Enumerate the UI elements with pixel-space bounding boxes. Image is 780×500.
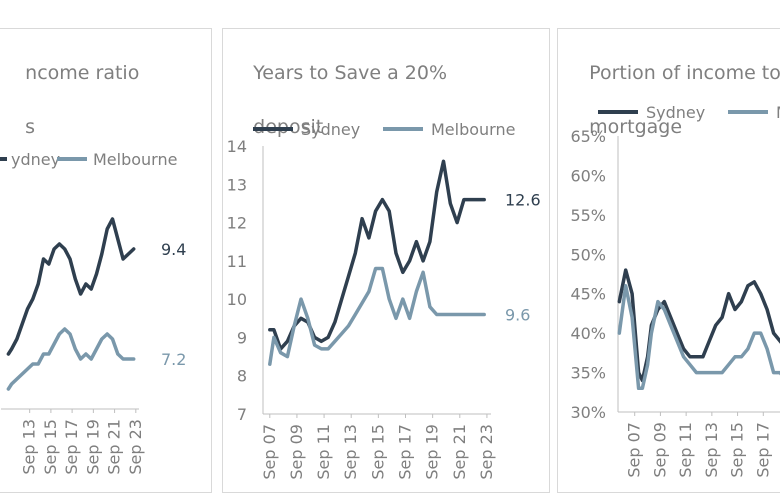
title-line-2: s <box>25 116 36 138</box>
chart-panel-1: ncome ratio s Sep 13 Sep 15 Sep 17 Sep 19 Se… <box>0 28 212 493</box>
y-tick-label: 55% <box>570 206 606 225</box>
y-tick-label: 9 <box>237 328 247 347</box>
end-value-label: 7.2 <box>161 350 186 369</box>
chart-panel-2: Years to Save a 20% deposit 789101112131… <box>222 28 550 493</box>
line-chart-1: Sep 13 Sep 15 Sep 17 Sep 19 Sep 21 Sep 23 ydne… <box>0 150 186 475</box>
y-tick-label: 11 <box>227 252 247 271</box>
y-tick-label: 45% <box>570 285 606 304</box>
x-tick-label: Sep 23 <box>126 419 145 475</box>
end-value-label: 9.4 <box>161 240 186 259</box>
x-tick-label: Sep 17 <box>753 422 772 478</box>
x-tick-label: Sep 09 <box>287 424 306 480</box>
x-tick-label: Sep 15 <box>41 419 60 475</box>
y-tick-label: 35% <box>570 364 606 383</box>
y-tick-label: 40% <box>570 324 606 343</box>
x-tick-label: Sep 07 <box>625 422 644 478</box>
x-tick-label: Sep 17 <box>62 419 81 475</box>
x-tick-label: Sep 23 <box>477 424 496 480</box>
x-tick-label: Sep 09 <box>650 422 669 478</box>
x-tick-label: Sep 11 <box>676 422 695 478</box>
y-tick-label: 60% <box>570 166 606 185</box>
series-line-sydney <box>617 268 780 383</box>
y-tick-label: 14 <box>227 137 247 156</box>
y-tick-label: 7 <box>237 405 247 424</box>
chart-title: Portion of income to mortgage <box>565 33 780 168</box>
legend-label: Sydney <box>301 120 360 139</box>
x-tick-label: Sep 21 <box>105 419 124 475</box>
x-tick-label: Sep 15 <box>728 422 747 478</box>
x-tick-label: Sep 15 <box>368 424 387 480</box>
line-chart-3: 30% 35% 40% 45% 50% 55% 60% 65% Sep 07 Sep 09 Sep … <box>570 103 780 478</box>
title-line-1: Portion of income to <box>589 62 780 84</box>
x-tick-label: Sep 13 <box>20 419 39 475</box>
line-chart-2: 7 8 9 10 11 12 13 14 Sep 07 Sep 09 Sep 11 Sep 13 Sep… <box>227 120 541 480</box>
x-tick-label: Sep 13 <box>341 424 360 480</box>
end-value-label: 9.6 <box>505 305 530 324</box>
legend-label: Melbourne <box>93 150 177 169</box>
legend-label: M <box>776 103 780 122</box>
legend-label: ydney <box>11 150 60 169</box>
y-tick-label: 8 <box>237 367 247 386</box>
series-line-sydney <box>268 159 486 351</box>
title-line-2: mortgage <box>589 116 683 138</box>
chart-title: ncome ratio s <box>1 33 139 168</box>
x-tick-label: Sep 19 <box>423 424 442 480</box>
legend-label: Melbourne <box>431 120 515 139</box>
series-line-sydney <box>6 217 136 356</box>
x-tick-label: Sep 17 <box>396 424 415 480</box>
title-line-1: ncome ratio <box>25 62 140 84</box>
chart-panel-3: Portion of income to mortgage 30% 35% 40% 4… <box>557 28 780 493</box>
x-tick-label: Sep 13 <box>702 422 721 478</box>
y-tick-label: 10 <box>227 290 247 309</box>
x-tick-label: Sep 07 <box>260 424 279 480</box>
legend-label: Sydney <box>646 103 705 122</box>
x-tick-label: Sep 11 <box>314 424 333 480</box>
y-tick-label: 12 <box>227 214 247 233</box>
y-tick-label: 65% <box>570 127 606 146</box>
series-line-melbourne <box>268 266 486 366</box>
series-line-melbourne <box>617 284 780 391</box>
x-tick-label: Sep 21 <box>450 424 469 480</box>
x-tick-label: Sep 19 <box>83 419 102 475</box>
y-tick-label: 30% <box>570 403 606 422</box>
end-value-label: 12.6 <box>505 191 541 210</box>
title-line-1: Years to Save a 20% <box>253 62 448 84</box>
series-line-melbourne <box>6 327 136 391</box>
y-tick-label: 50% <box>570 245 606 264</box>
y-tick-label: 13 <box>227 175 247 194</box>
